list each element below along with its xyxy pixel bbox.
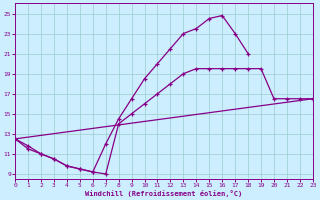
X-axis label: Windchill (Refroidissement éolien,°C): Windchill (Refroidissement éolien,°C) [85,190,243,197]
